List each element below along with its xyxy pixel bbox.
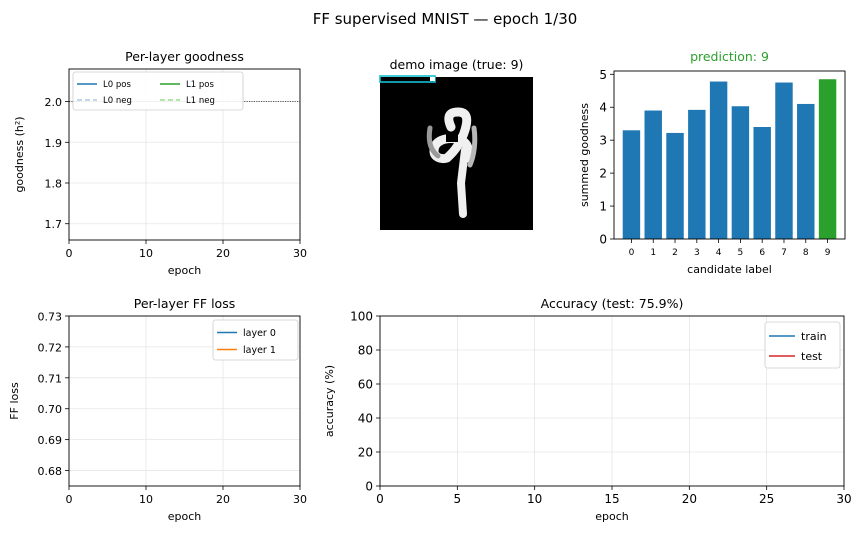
- accuracy-title: Accuracy (test: 75.9%): [541, 296, 684, 311]
- x-tick-label: 0: [66, 493, 73, 506]
- x-tick-label: 4: [716, 248, 722, 258]
- legend-label: L0 neg: [103, 96, 132, 106]
- y-tick-label: 2: [599, 167, 607, 181]
- bar-3: [688, 109, 706, 239]
- x-tick-label: 30: [836, 492, 851, 506]
- y-tick-label: 20: [358, 446, 373, 460]
- bar-4: [709, 81, 728, 240]
- digit-shade: [467, 125, 478, 168]
- prediction-axes: 0 1 2 3 4 5 6 7 8 9 0 1 2 3 4 5 prediction: 9 candidate l…: [578, 49, 846, 276]
- goodness-axes: 0 10 20 30 1.7 1.8 1.9 2.0 Per-layer goodness epo…: [13, 49, 307, 277]
- x-tick-label: 10: [527, 492, 542, 506]
- x-tick-label: 0: [629, 248, 635, 258]
- x-tick-label: 30: [293, 493, 307, 506]
- axes-frame: [68, 315, 301, 487]
- bar-9: [818, 79, 837, 239]
- x-tick-label: 7: [781, 248, 787, 258]
- x-tick-label: 5: [454, 492, 462, 506]
- x-tick-label: 0: [66, 247, 73, 260]
- y-tick-label: 100: [350, 310, 373, 324]
- x-tick-label: 15: [604, 492, 619, 506]
- y-tick-label: 3: [599, 134, 607, 148]
- y-tick-label: 60: [358, 378, 373, 392]
- legend-label: test: [801, 350, 823, 363]
- legend-label: L1 pos: [186, 80, 214, 90]
- x-tick-label: 10: [139, 247, 153, 260]
- bar-6: [753, 127, 771, 239]
- digit-hole: [446, 132, 458, 142]
- bar-2: [666, 132, 684, 239]
- bar-0: [622, 130, 641, 239]
- y-tick-label: 1: [599, 200, 607, 214]
- digit-shade: [426, 125, 441, 159]
- y-tick-label: 1.8: [45, 178, 63, 191]
- bar-8: [797, 103, 815, 239]
- bar-5: [731, 106, 750, 239]
- x-tick-label: 3: [694, 248, 700, 258]
- legend-label: layer 0: [243, 328, 276, 339]
- accuracy-ylabel: accuracy (%): [323, 365, 336, 437]
- y-tick-label: 0.70: [38, 403, 63, 416]
- x-tick-label: 10: [139, 493, 153, 506]
- digit-tail: [457, 146, 469, 218]
- accuracy-xlabel: epoch: [595, 510, 629, 523]
- goodness-title: Per-layer goodness: [125, 49, 244, 64]
- legend-label: L1 neg: [186, 96, 215, 106]
- x-tick-label: 9: [825, 248, 831, 258]
- y-tick-label: 80: [358, 344, 373, 358]
- x-tick-label: 8: [803, 248, 809, 258]
- axes-frame: [68, 68, 301, 241]
- y-tick-label: 0: [599, 233, 607, 247]
- x-tick-label: 30: [293, 247, 307, 260]
- y-tick-label: 0.72: [38, 341, 63, 354]
- demo-image-axes: demo image (true: 9): [379, 57, 533, 230]
- x-tick-label: 20: [216, 247, 230, 260]
- y-tick-label: 0: [365, 480, 373, 494]
- label-strip-active-pixel: [430, 77, 435, 81]
- y-tick-label: 2.0: [45, 96, 63, 109]
- figure-suptitle: FF supervised MNIST — epoch 1/30: [313, 10, 578, 28]
- x-tick-label: 2: [672, 248, 678, 258]
- y-tick-label: 0.73: [38, 311, 63, 324]
- bar-7: [775, 82, 793, 239]
- y-tick-label: 0.71: [38, 372, 63, 385]
- ffloss-xlabel: epoch: [168, 510, 202, 523]
- ffloss-ylabel: FF loss: [8, 382, 21, 420]
- y-tick-label: 1.9: [45, 137, 63, 150]
- x-tick-label: 5: [738, 248, 744, 258]
- goodness-ylabel: goodness (h²): [13, 116, 26, 192]
- x-tick-label: 25: [759, 492, 774, 506]
- legend-label: layer 1: [243, 345, 276, 356]
- prediction-title: prediction: 9: [690, 49, 769, 64]
- y-tick-label: 40: [358, 412, 373, 426]
- ffloss-axes: 0 10 20 30 0.68 0.69 0.70 0.71 0.72 0.73 Per-layer…: [8, 296, 307, 523]
- prediction-xlabel: candidate label: [687, 263, 772, 276]
- legend-box: [72, 71, 244, 111]
- y-tick-label: 0.68: [38, 465, 63, 478]
- y-tick-label: 1.7: [45, 218, 63, 231]
- x-tick-label: 20: [216, 493, 230, 506]
- x-tick-label: 0: [376, 492, 384, 506]
- y-tick-label: 0.69: [38, 434, 63, 447]
- y-tick-label: 4: [599, 101, 607, 115]
- legend-label: train: [801, 330, 827, 343]
- x-tick-label: 20: [682, 492, 697, 506]
- x-tick-label: 1: [650, 248, 656, 258]
- prediction-ylabel: summed goodness: [578, 103, 591, 207]
- x-tick-label: 6: [759, 248, 765, 258]
- axes-frame: [613, 70, 846, 240]
- goodness-xlabel: epoch: [168, 264, 202, 277]
- accuracy-axes: 0 5 10 15 20 25 30 0 20 40 60 80 100 Accuracy (test: …: [323, 296, 852, 523]
- ffloss-title: Per-layer FF loss: [134, 296, 235, 311]
- y-tick-label: 5: [599, 68, 607, 82]
- bar-1: [644, 110, 662, 239]
- legend-label: L0 pos: [103, 80, 131, 90]
- demo-title: demo image (true: 9): [390, 57, 524, 72]
